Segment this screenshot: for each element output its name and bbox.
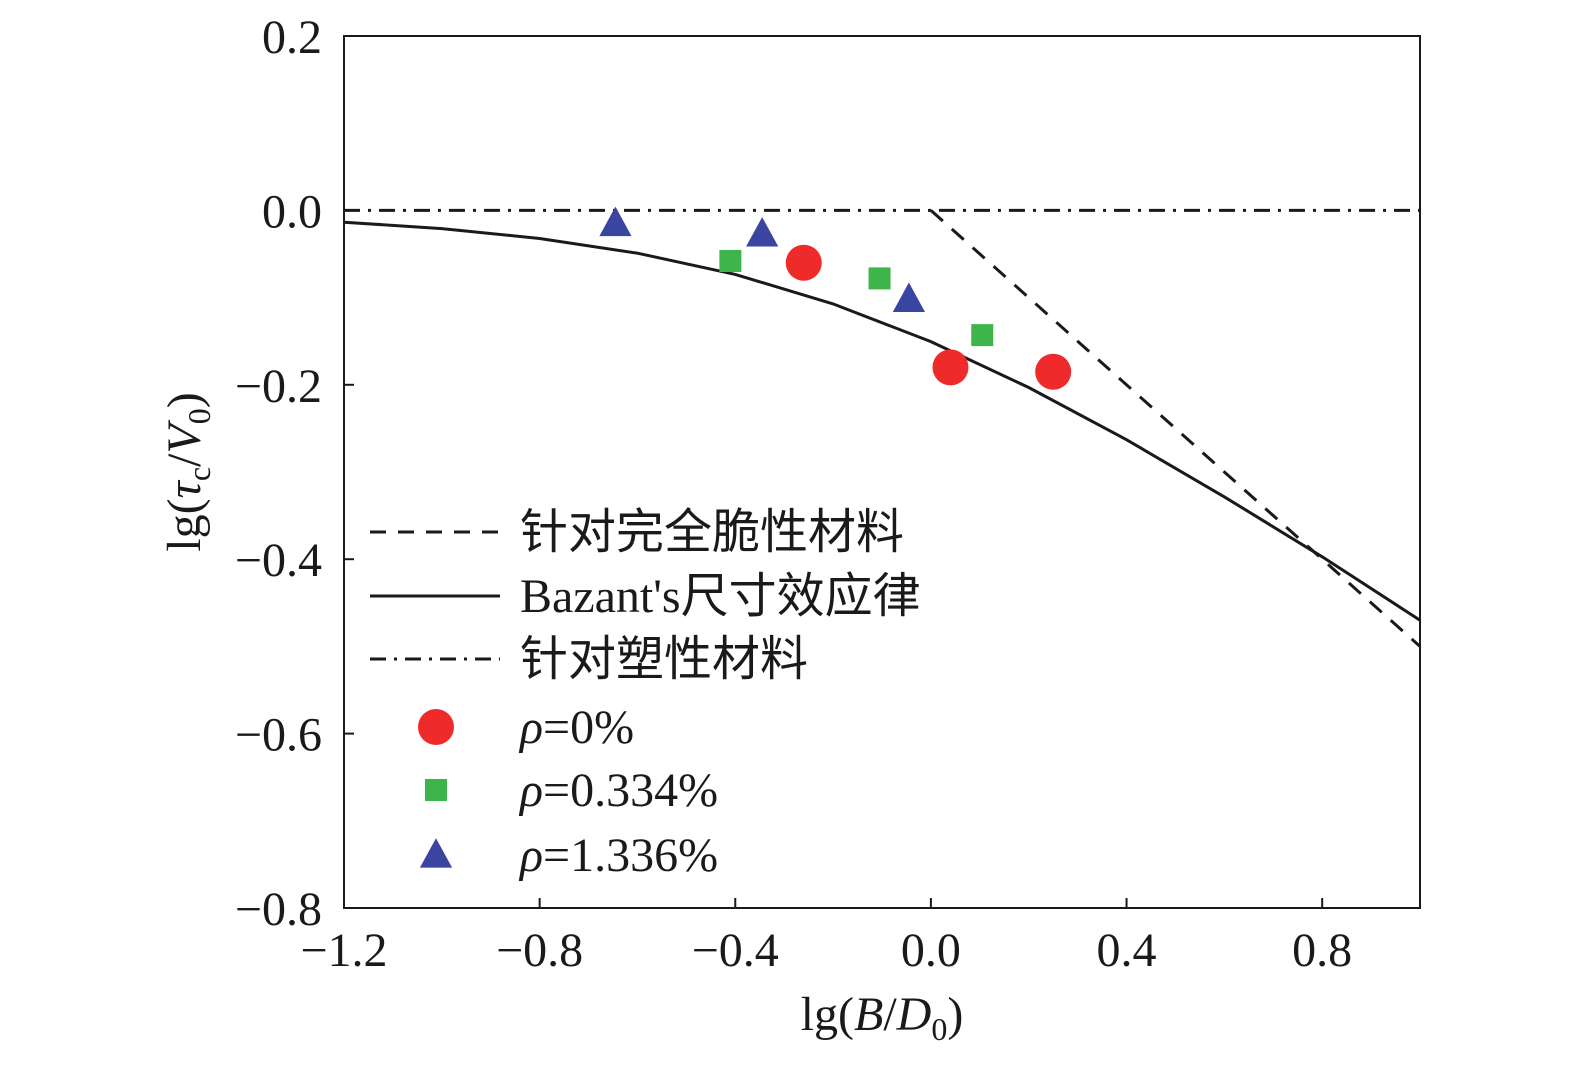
x-tick-label: 0.0 xyxy=(901,924,961,977)
x-tick-label: −0.4 xyxy=(692,924,779,977)
data-point-triangle xyxy=(892,282,925,312)
legend-marker-triangle xyxy=(419,838,453,868)
x-tick-label: −0.8 xyxy=(496,924,583,977)
data-point-square xyxy=(719,249,742,272)
legend-label: ρ=1.336% xyxy=(518,829,718,882)
legend-label: 针对塑性材料 xyxy=(520,633,808,686)
x-tick-label: 0.8 xyxy=(1292,924,1352,977)
y-tick-label: −0.6 xyxy=(235,709,322,762)
data-point-square xyxy=(971,324,994,347)
legend-label: Bazant's尺寸效应律 xyxy=(520,570,921,623)
data-point-circle xyxy=(1035,353,1072,390)
ticks-layer: −1.2 −0.8 −0.4 0.0 0.4 0.80.20.0−0.2−0.4−0.6−… xyxy=(235,11,1352,977)
points-layer xyxy=(599,206,1072,390)
data-point-triangle xyxy=(746,217,779,247)
y-tick-label: −0.4 xyxy=(235,534,322,587)
line-1-solid xyxy=(343,220,1421,622)
data-point-square xyxy=(868,267,891,290)
y-axis-title: lg(τc/V0) xyxy=(158,392,217,551)
data-point-triangle xyxy=(599,206,632,237)
x-tick-label: −1.2 xyxy=(300,924,387,977)
legend-label: ρ=0.334% xyxy=(518,764,718,817)
legend-label: 针对完全脆性材料 xyxy=(520,506,904,559)
line-0-dashed xyxy=(929,209,1421,648)
lines-layer xyxy=(343,208,1421,648)
x-tick-label: 0.4 xyxy=(1097,924,1157,977)
legend-label: ρ=0% xyxy=(518,701,634,754)
legend-marker-square xyxy=(425,779,447,801)
y-tick-label: 0.2 xyxy=(262,11,322,64)
y-tick-label: −0.2 xyxy=(235,360,322,413)
legend-marker-circle xyxy=(418,709,454,745)
plot-frame xyxy=(343,35,1421,909)
y-tick-label: −0.8 xyxy=(235,883,322,936)
x-axis-title: lg(B/D0) xyxy=(801,988,964,1047)
y-tick-label: 0.0 xyxy=(262,185,322,238)
data-point-circle xyxy=(932,349,969,386)
data-point-circle xyxy=(785,244,822,281)
